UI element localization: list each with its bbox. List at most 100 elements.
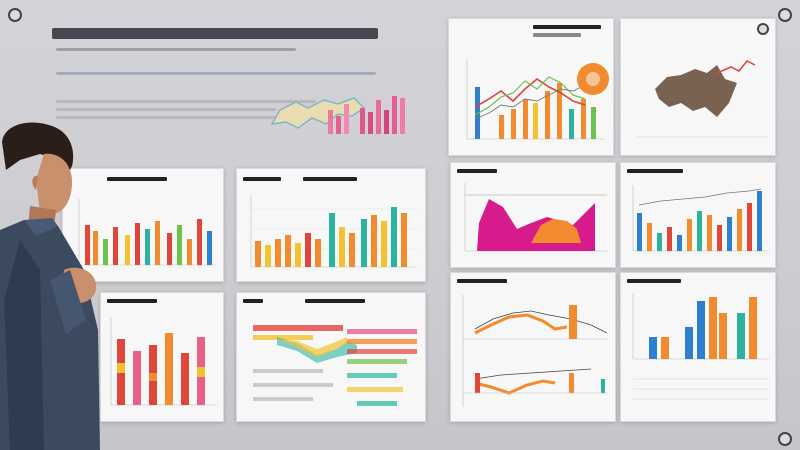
chart-bar — [511, 109, 516, 139]
chart-line — [474, 379, 556, 395]
chart-bar — [103, 239, 108, 265]
mini-bar — [400, 98, 405, 134]
chart-bar — [93, 231, 98, 265]
area-chart-svg — [464, 183, 607, 252]
panel-bottom-left-bar — [100, 292, 224, 422]
map-svg — [635, 60, 767, 138]
mini-bar — [376, 100, 381, 134]
chart-bar — [177, 225, 182, 265]
chart-bar — [349, 233, 355, 267]
chart-area — [277, 337, 347, 357]
panel-title — [627, 279, 681, 283]
chart-hbar — [347, 373, 397, 378]
chart-bar — [113, 227, 118, 265]
wall-corner-mark — [778, 432, 792, 446]
chart-bar — [295, 243, 301, 267]
wall-corner-mark — [8, 8, 22, 22]
person-sleeve — [50, 270, 86, 334]
mini-bar — [392, 96, 397, 134]
chart-bar — [649, 337, 657, 359]
wall-title — [52, 26, 382, 40]
wall-subtitle-line — [56, 48, 296, 51]
mini-map-shape — [270, 97, 366, 129]
chart-bar — [315, 239, 321, 267]
panel-corner-mark — [757, 23, 769, 35]
map-route — [716, 60, 756, 74]
chart-bar — [197, 219, 202, 265]
chart-hbar — [347, 359, 407, 364]
chart-bar — [545, 91, 550, 139]
panel-bottom-center-stacked — [236, 292, 426, 422]
mini-map-chart-svg — [270, 96, 405, 134]
chart-line — [474, 310, 608, 334]
chart-bar — [697, 301, 705, 359]
person-jacket-shade — [4, 240, 44, 450]
person-figure — [0, 122, 100, 450]
line-bar-chart-svg — [466, 59, 609, 140]
chart-bar — [133, 351, 141, 405]
chart-hbar — [253, 335, 313, 340]
chart-bar — [499, 115, 504, 139]
chart-bar — [207, 231, 212, 265]
chart-bar — [677, 235, 682, 251]
chart-donut-hole — [586, 72, 600, 86]
mini-bar — [384, 110, 389, 134]
chart-bar — [637, 213, 642, 251]
chart-bar — [361, 219, 367, 267]
chart-bar — [145, 229, 150, 265]
chart-bar — [601, 379, 605, 393]
bar-chart-svg — [110, 317, 217, 406]
chart-bar — [305, 233, 311, 267]
panel-title — [107, 299, 157, 303]
panel-mid-right-area — [450, 162, 616, 268]
bar-chart-svg — [632, 185, 769, 252]
wall-text-line — [56, 116, 296, 119]
panel-top-right-line-bar — [448, 18, 614, 156]
chart-hbar — [253, 325, 343, 331]
panel-top-right-map — [620, 18, 776, 156]
chart-bar — [155, 221, 160, 265]
panel-title — [533, 25, 601, 29]
panel-title — [107, 177, 167, 181]
chart-bar — [275, 239, 281, 267]
chart-bar — [717, 225, 722, 251]
chart-bar — [591, 107, 596, 139]
panel-subtitle — [303, 177, 357, 181]
chart-bar — [747, 203, 752, 251]
chart-bar — [737, 313, 745, 359]
chart-hbar — [357, 401, 397, 406]
wall-text-line — [56, 100, 316, 103]
chart-bar — [707, 215, 712, 251]
chart-bar — [667, 227, 672, 251]
chart-bar — [117, 363, 125, 373]
wall-subtitle-line — [56, 72, 376, 75]
chart-bar — [749, 297, 757, 359]
chart-bar — [657, 233, 662, 251]
chart-bar — [533, 103, 538, 139]
bar-chart-svg — [250, 195, 417, 268]
person-collar — [24, 218, 58, 236]
chart-hbar — [347, 349, 417, 354]
chart-hbar — [347, 387, 403, 392]
panel-title — [457, 279, 507, 283]
person-ear — [32, 175, 38, 190]
chart-bar — [371, 215, 377, 267]
chart-line — [474, 84, 586, 120]
panel-subtitle — [305, 299, 365, 303]
mini-bar — [328, 110, 333, 134]
panel-bottom-far-right-bar — [620, 272, 776, 422]
mini-bar — [360, 108, 365, 134]
map-shape — [655, 65, 737, 117]
chart-bar — [569, 305, 577, 339]
bar-chart-svg — [78, 199, 215, 266]
chart-line — [474, 313, 568, 335]
line-chart-svg — [462, 295, 608, 407]
chart-bar — [697, 211, 702, 251]
chart-bar — [381, 221, 387, 267]
chart-bar — [737, 209, 742, 251]
person-face — [36, 153, 72, 214]
chart-bar — [757, 191, 762, 251]
top-center-mini-chart — [268, 88, 410, 136]
mini-bar — [336, 116, 341, 134]
chart-bar — [181, 353, 189, 405]
